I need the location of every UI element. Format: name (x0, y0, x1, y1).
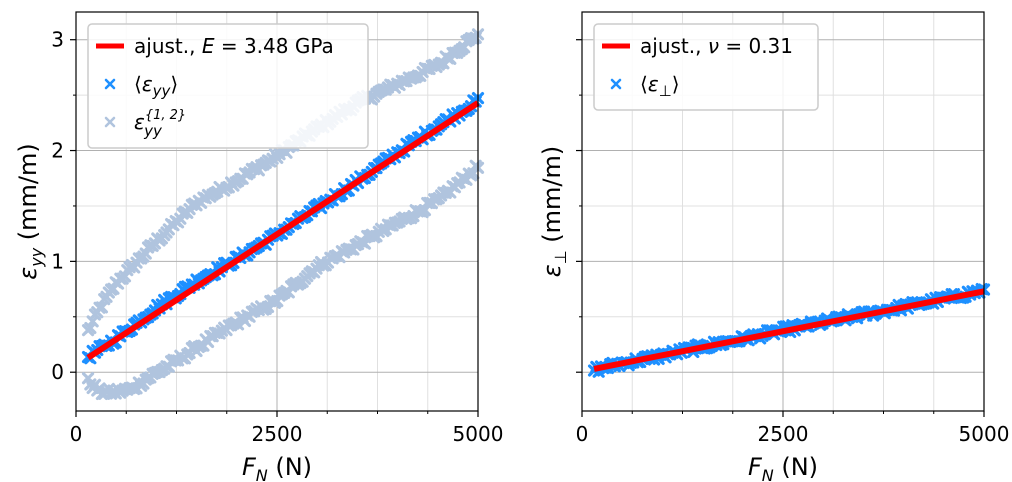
series-2 (81, 159, 485, 401)
x-axis-label: FN (N) (242, 453, 312, 482)
x-tick-label: 2500 (758, 422, 809, 446)
legend: ajust., ν = 0.31 ⟨ε⊥⟩ (593, 23, 819, 111)
legend-x-marker (610, 78, 622, 90)
fit-line (86, 100, 480, 361)
legend-label: ⟨εyy⟩ (134, 72, 178, 100)
x-tick-label: 5000 (959, 422, 1010, 446)
legend-label: ε{1, 2} yy (134, 108, 186, 140)
y-tick-label: 3 (51, 28, 64, 52)
x-tick-label: 2500 (252, 422, 303, 446)
series-2 (593, 288, 985, 372)
x-tick-label: 0 (70, 422, 83, 446)
legend-label: ajust., ν = 0.31 (640, 34, 793, 58)
y-axis-label: ε⊥ (mm/m) (538, 146, 570, 278)
y-tick-label: 0 (51, 360, 64, 384)
y-tick-label: 2 (51, 139, 64, 163)
chart-panel-2: 0 2500 5000 FN (N) ε⊥ (mm/m) ajust., ν = 0.31… (538, 11, 1010, 482)
fit-line (593, 288, 985, 372)
legend-x-marker (104, 116, 116, 128)
chart-panel-1: 0 2500 5000 0 1 2 3 FN (N) εyy (mm/m) ajust., E =… (14, 11, 504, 482)
x-axis-label: FN (N) (748, 453, 818, 482)
legend: ajust., E = 3.48 GPa ⟨εyy⟩ ε{1, 2} yy (87, 23, 369, 149)
legend-box (593, 23, 819, 111)
y-axis-label: εyy (mm/m) (14, 143, 46, 280)
legend-label: ⟨ε⊥⟩ (640, 72, 680, 100)
legend-x-marker (104, 78, 116, 90)
series-4 (86, 100, 480, 361)
legend-box (87, 23, 369, 149)
legend-label: ajust., E = 3.48 GPa (134, 34, 334, 58)
y-tick-label: 1 (51, 249, 64, 273)
x-tick-label: 0 (576, 422, 589, 446)
x-tick-label: 5000 (453, 422, 504, 446)
